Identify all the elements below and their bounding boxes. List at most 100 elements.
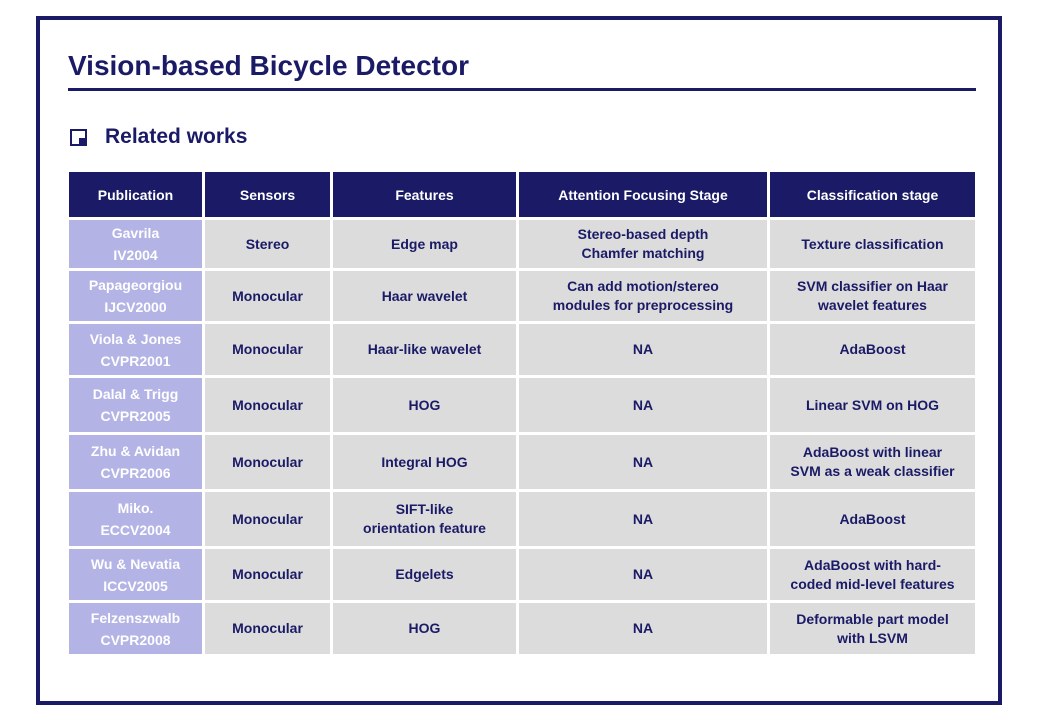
- table-row: Gavrila IV2004 Stereo Edge map Stereo-based …: [69, 220, 975, 268]
- attention-cell-line: Can add motion/stereo: [567, 278, 719, 294]
- sensors-cell-line: Stereo: [245, 235, 290, 252]
- table-row: Miko. ECCV2004 Monocular SIFT-like orientati…: [69, 492, 975, 546]
- classification-cell-line: wavelet features: [818, 297, 927, 313]
- publication-cell: Miko. ECCV2004: [69, 492, 202, 546]
- header-sensors: Sensors: [205, 172, 330, 217]
- table-row: Zhu & Avidan CVPR2006 Monocular Integral HO…: [69, 435, 975, 489]
- publication-cell-line: IJCV2000: [104, 299, 167, 315]
- classification-cell-line: SVM classifier on Haar: [797, 278, 948, 294]
- publication-cell-line: CVPR2005: [100, 408, 171, 424]
- attention-cell-line: modules for preprocessing: [552, 297, 734, 313]
- publication-cell-line: CVPR2001: [100, 352, 171, 369]
- attention-cell: NA: [519, 324, 767, 375]
- publication-cell-line: Dalal & Trigg: [92, 386, 179, 402]
- publication-cell-line: IV2004: [113, 247, 158, 263]
- publication-cell-line: CVPR2008: [100, 631, 171, 648]
- classification-cell: AdaBoost: [770, 324, 975, 375]
- title-underline: [68, 88, 976, 91]
- sensors-cell-line: Monocular: [232, 453, 303, 470]
- features-cell-line: SIFT-like: [395, 501, 454, 517]
- publication-cell-line: ECCV2004: [100, 522, 171, 538]
- publication-cell: Wu & Nevatia ICCV2005: [69, 549, 202, 600]
- publication-cell-line: Miko.: [117, 500, 154, 516]
- sensors-cell: Monocular: [205, 549, 330, 600]
- header-classification-stage: Classification stage: [770, 172, 975, 217]
- features-cell: SIFT-like orientation feature: [333, 492, 516, 546]
- features-cell-line: Edge map: [391, 235, 458, 252]
- publication-cell-line: ICCV2005: [103, 577, 168, 594]
- sensors-cell-line: Monocular: [232, 287, 303, 304]
- attention-cell: NA: [519, 492, 767, 546]
- table-row: Felzenszwalb CVPR2008 Monocular HOG NA Deform…: [69, 603, 975, 654]
- attention-cell-line: NA: [632, 566, 654, 582]
- publication-cell-line: Gavrila: [111, 225, 160, 241]
- attention-cell: NA: [519, 603, 767, 654]
- classification-cell: Linear SVM on HOG: [770, 378, 975, 432]
- publication-cell: Papageorgiou IJCV2000: [69, 271, 202, 321]
- features-cell: HOG: [333, 378, 516, 432]
- attention-cell-line: NA: [632, 620, 654, 636]
- sensors-cell-line: Monocular: [232, 510, 303, 527]
- classification-cell-line: Texture classification: [801, 235, 944, 252]
- publication-cell-line: Viola & Jones: [89, 330, 182, 347]
- table-row: Wu & Nevatia ICCV2005 Monocular Edgelets NA A…: [69, 549, 975, 600]
- features-cell: HOG: [333, 603, 516, 654]
- classification-cell: SVM classifier on Haar wavelet features: [770, 271, 975, 321]
- sensors-cell: Monocular: [205, 324, 330, 375]
- classification-cell: AdaBoost with hard-coded mid-level featu…: [770, 549, 975, 600]
- header-features: Features: [333, 172, 516, 217]
- header-publication: Publication: [69, 172, 202, 217]
- section-heading: Related works: [70, 124, 247, 150]
- features-cell-line: Haar-like wavelet: [367, 341, 482, 357]
- attention-cell-line: NA: [632, 453, 654, 470]
- features-cell: Edgelets: [333, 549, 516, 600]
- classification-cell: Deformable part model with LSVM: [770, 603, 975, 654]
- table-row: Papageorgiou IJCV2000 Monocular Haar wavele…: [69, 271, 975, 321]
- attention-cell-line: NA: [632, 341, 654, 357]
- square-bullet-icon: [70, 128, 87, 146]
- classification-cell-line: AdaBoost: [839, 510, 906, 527]
- publication-cell-line: Zhu & Avidan: [90, 443, 181, 459]
- publication-cell-line: CVPR2006: [100, 465, 171, 481]
- features-cell-line: HOG: [408, 620, 441, 636]
- attention-cell: NA: [519, 549, 767, 600]
- classification-cell: AdaBoost: [770, 492, 975, 546]
- publication-cell: Zhu & Avidan CVPR2006: [69, 435, 202, 489]
- sensors-cell: Monocular: [205, 435, 330, 489]
- attention-cell: Can add motion/stereo modules for preproc…: [519, 271, 767, 321]
- sensors-cell-line: Monocular: [232, 566, 303, 582]
- sensors-cell-line: Monocular: [232, 396, 303, 413]
- sensors-cell: Monocular: [205, 378, 330, 432]
- features-cell-line: Haar wavelet: [381, 287, 468, 304]
- attention-cell: NA: [519, 378, 767, 432]
- classification-cell-line: SVM as a weak classifier: [790, 463, 955, 479]
- sensors-cell: Monocular: [205, 492, 330, 546]
- features-cell-line: Edgelets: [395, 566, 454, 582]
- classification-cell: Texture classification: [770, 220, 975, 268]
- attention-cell: NA: [519, 435, 767, 489]
- table-body: Gavrila IV2004 Stereo Edge map Stereo-based …: [69, 220, 975, 654]
- related-works-table: Publication Sensors Features Attention F…: [66, 169, 978, 657]
- attention-cell: Stereo-based depth Chamfer matching: [519, 220, 767, 268]
- classification-cell-line: coded mid-level features: [790, 575, 955, 592]
- slide-title: Vision-based Bicycle Detector: [68, 50, 469, 81]
- sensors-cell-line: Monocular: [232, 620, 303, 636]
- attention-cell-line: NA: [632, 510, 654, 527]
- classification-cell-line: AdaBoost: [839, 341, 906, 357]
- features-cell: Haar wavelet: [333, 271, 516, 321]
- features-cell-line: orientation feature: [363, 520, 486, 536]
- section-title: Related works: [105, 125, 248, 148]
- publication-cell: Felzenszwalb CVPR2008: [69, 603, 202, 654]
- publication-cell-line: Wu & Nevatia: [90, 555, 181, 572]
- sensors-cell-line: Monocular: [232, 341, 303, 357]
- features-cell-line: Integral HOG: [381, 453, 468, 470]
- attention-cell-line: Chamfer matching: [581, 245, 705, 261]
- publication-cell-line: Felzenszwalb: [90, 609, 181, 626]
- table-row: Dalal & Trigg CVPR2005 Monocular HOG NA Linea…: [69, 378, 975, 432]
- attention-cell-line: NA: [632, 396, 654, 413]
- classification-cell-line: with LSVM: [837, 629, 908, 646]
- sensors-cell: Stereo: [205, 220, 330, 268]
- features-cell: Edge map: [333, 220, 516, 268]
- publication-cell: Dalal & Trigg CVPR2005: [69, 378, 202, 432]
- classification-cell: AdaBoost with linear SVM as a weak classi…: [770, 435, 975, 489]
